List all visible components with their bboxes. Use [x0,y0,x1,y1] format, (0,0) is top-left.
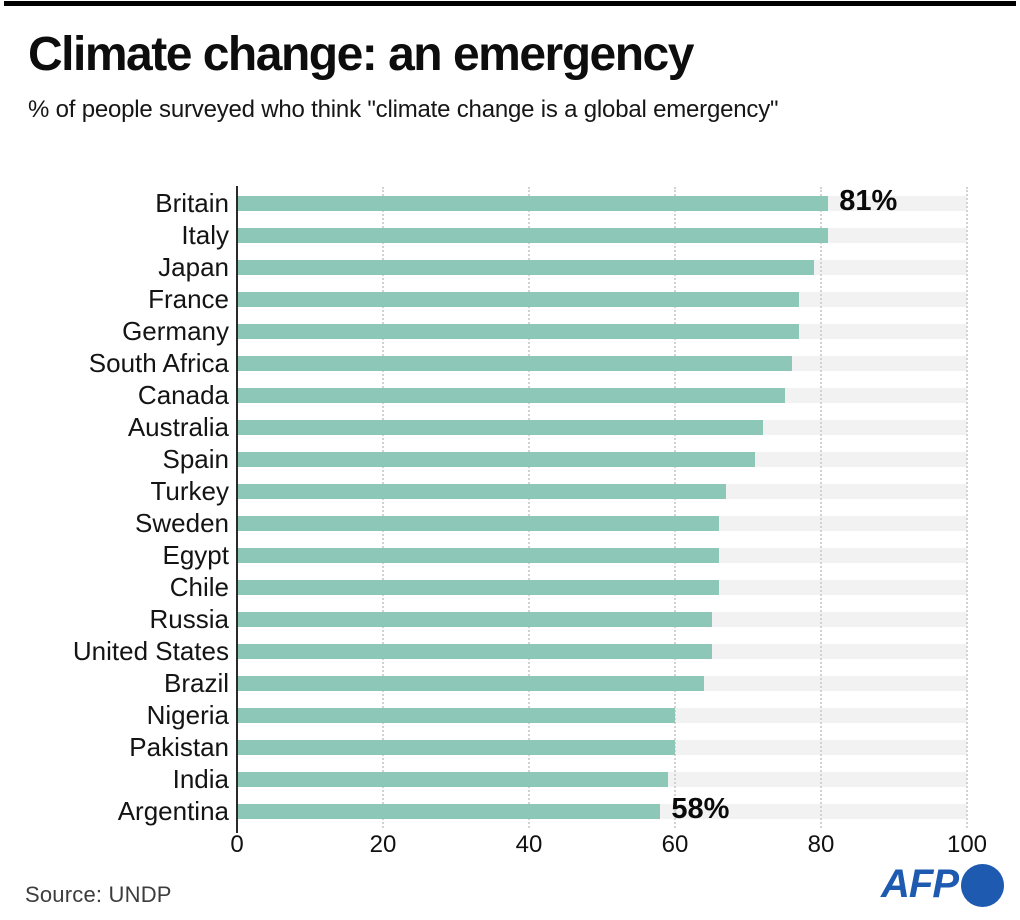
bar-track [237,355,967,371]
top-accent-bar [4,1,1016,6]
value-label: 81% [839,185,898,218]
bar-track [237,291,967,307]
bar-track [237,579,967,595]
page-title: Climate change: an emergency [28,28,694,81]
bar [237,547,719,563]
bar-chart: Britain 81% Italy Japan France Germany South A… [8,185,987,858]
x-axis-tick-label: 60 [661,831,689,858]
country-label: France [148,283,229,314]
x-axis-tick-labels: 0 20 40 60 80 100 [230,831,987,861]
country-label: Argentina [117,795,229,826]
country-label: Germany [122,315,229,346]
bar-track [237,611,967,627]
x-axis-tick-label: 40 [515,831,543,858]
bar [237,611,712,627]
country-label: Brazil [163,667,229,698]
x-axis-tick-label: 100 [946,831,988,858]
country-label: Australia [127,411,229,442]
bar-track [237,515,967,531]
bar [237,707,675,723]
afp-logo-circle-icon [961,864,1004,907]
country-label: Italy [181,219,229,250]
bar [237,515,719,531]
table-row: Nigeria [8,699,967,731]
afp-logo: AFP [881,862,1004,907]
bar-track: 58% [237,793,967,825]
table-row: Sweden [8,507,967,539]
table-row: Egypt [8,539,967,571]
x-axis-tick-label: 80 [807,831,835,858]
table-row: Japan [8,251,967,283]
country-label: Egypt [162,539,230,570]
table-row: Britain 81% [8,185,967,219]
country-label: Britain [155,187,229,218]
bar-track: 81% [237,185,967,217]
x-axis-tick-label: 20 [369,831,397,858]
bar-track [237,419,967,435]
value-label: 58% [671,793,730,826]
table-row: Turkey [8,475,967,507]
table-row: Brazil [8,667,967,699]
bar-track [237,227,967,243]
country-label: Sweden [135,507,229,538]
bar [237,323,800,339]
bar-track [237,547,967,563]
bar-track [237,675,967,691]
bar-track [237,387,967,403]
country-label: Spain [162,443,230,474]
bar-track [237,451,967,467]
chart-subtitle: % of people surveyed who think "climate … [28,96,779,123]
bar-track [237,707,967,723]
bar [237,195,829,211]
bar [237,387,785,403]
bar [237,355,792,371]
country-label: Turkey [150,475,230,506]
country-label: India [172,763,229,794]
table-row: Germany [8,315,967,347]
country-label: Nigeria [146,699,229,730]
table-row: Chile [8,571,967,603]
table-row: Russia [8,603,967,635]
bar-track [237,771,967,787]
bar [237,451,756,467]
bar [237,771,668,787]
country-label: Canada [137,379,229,410]
bar-track [237,739,967,755]
table-row: Australia [8,411,967,443]
bar [237,643,712,659]
bar [237,675,705,691]
table-row: Pakistan [8,731,967,763]
table-row: Italy [8,219,967,251]
country-label: United States [72,635,229,666]
bar [237,483,727,499]
bar [237,259,814,275]
bar [237,579,719,595]
table-row: Argentina 58% [8,793,967,827]
bar [237,227,829,243]
table-row: South Africa [8,347,967,379]
bar [237,803,661,819]
x-axis-tick-label: 0 [230,831,244,858]
bar-track [237,323,967,339]
bar-track [237,259,967,275]
country-label: Japan [158,251,229,282]
table-row: India [8,763,967,795]
bar-track [237,643,967,659]
table-row: United States [8,635,967,667]
country-label: Russia [149,603,229,634]
country-label: Chile [169,571,229,602]
bar [237,419,763,435]
y-axis-line [236,186,238,833]
afp-logo-text: AFP [881,862,959,906]
bar-track [237,483,967,499]
country-label: Pakistan [129,731,229,762]
table-row: France [8,283,967,315]
table-row: Canada [8,379,967,411]
table-row: Spain [8,443,967,475]
source-note: Source: UNDP [25,882,172,907]
bar [237,291,800,307]
bar [237,739,675,755]
bar-rows: Britain 81% Italy Japan France Germany South A… [8,185,967,828]
country-label: South Africa [88,347,229,378]
